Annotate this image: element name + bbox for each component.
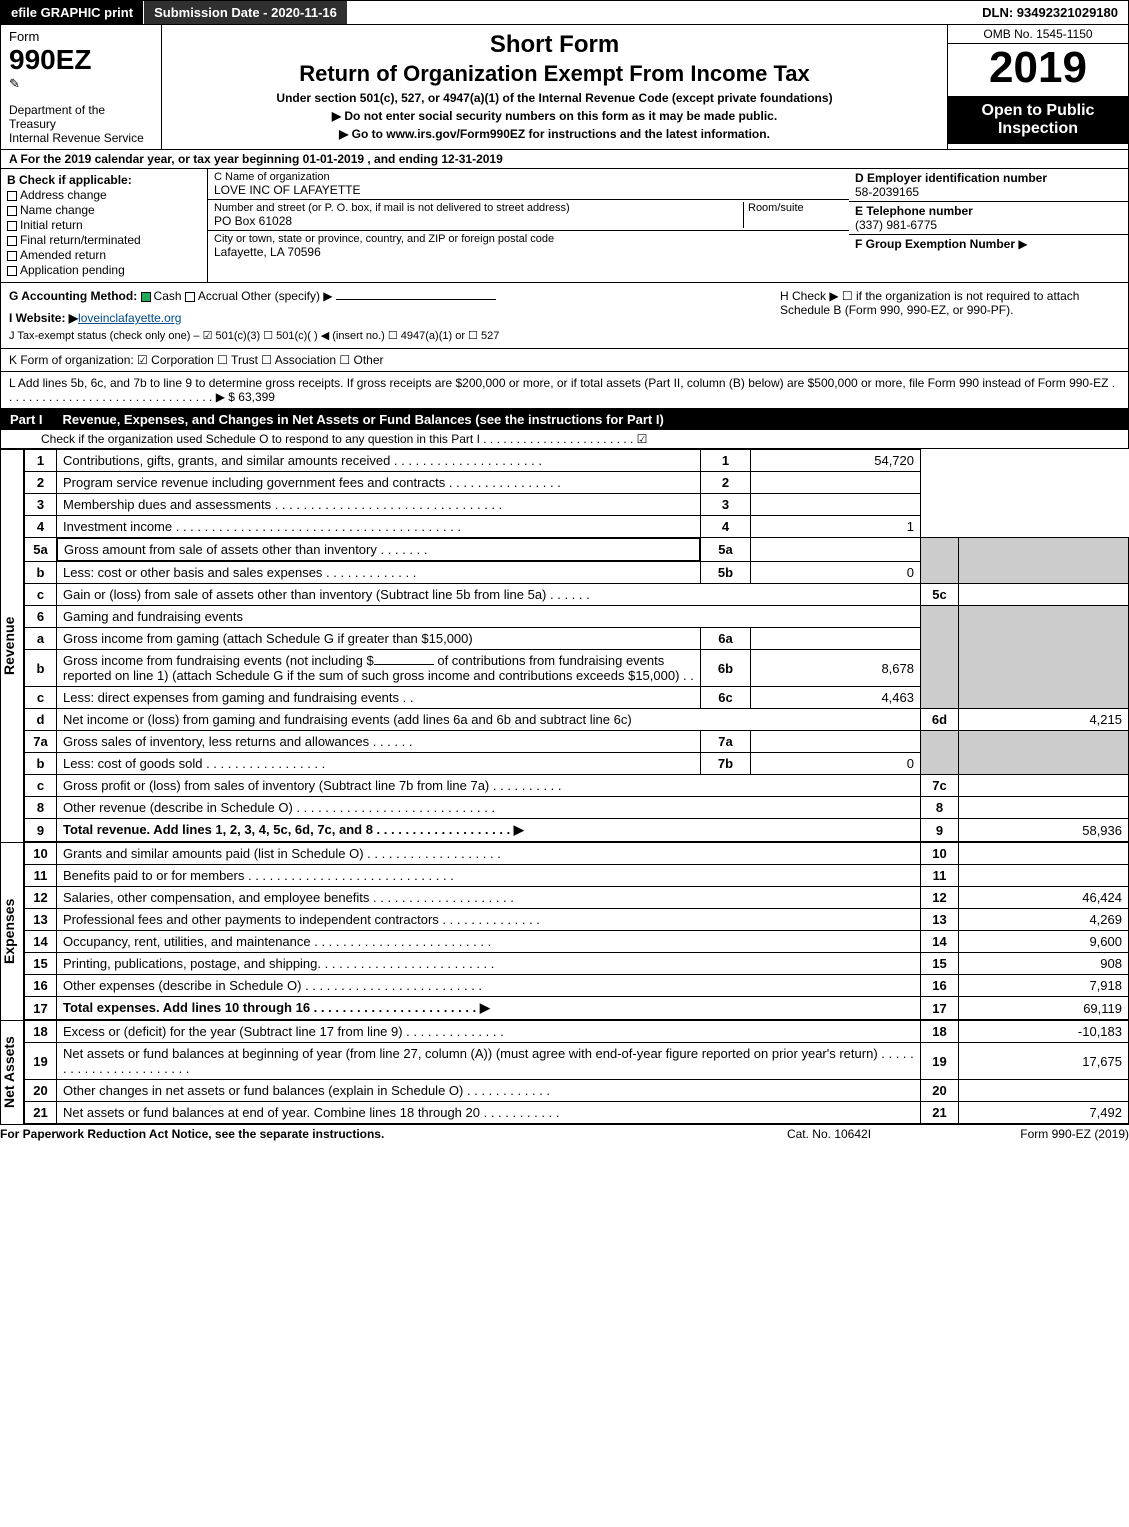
ein-label: D Employer identification number (855, 171, 1122, 185)
irs-label: Internal Revenue Service (9, 131, 153, 145)
net-assets-side-label: Net Assets (0, 1020, 24, 1124)
room-label: Room/suite (748, 202, 843, 214)
group-exemption-label: F Group Exemption Number (855, 237, 1015, 251)
part-1-check: Check if the organization used Schedule … (0, 430, 1129, 449)
box-d-e-f: D Employer identification number58-20391… (849, 169, 1129, 283)
expenses-side-label: Expenses (0, 842, 24, 1020)
tel-label: E Telephone number (855, 204, 1122, 218)
tax-year: 2019 (948, 44, 1128, 96)
ssn-warning: ▶ Do not enter social security numbers o… (172, 109, 937, 123)
submission-date: Submission Date - 2020-11-16 (144, 1, 347, 24)
title-return: Return of Organization Exempt From Incom… (172, 61, 937, 87)
cb-address-change[interactable]: Address change (20, 188, 107, 202)
open-to-public: Open to Public Inspection (948, 96, 1128, 144)
website-link[interactable]: loveinclafayette.org (78, 311, 181, 325)
top-bar: efile GRAPHIC print Submission Date - 20… (0, 0, 1129, 25)
omb-number: OMB No. 1545-1150 (948, 25, 1128, 44)
cb-name-change[interactable]: Name change (20, 203, 95, 217)
footer: For Paperwork Reduction Act Notice, see … (0, 1124, 1129, 1141)
box-b: B Check if applicable: Address change Na… (0, 169, 208, 283)
j-tax-exempt: J Tax-exempt status (check only one) – ☑… (9, 329, 780, 342)
goto-link[interactable]: ▶ Go to www.irs.gov/Form990EZ for instru… (172, 127, 937, 141)
g-cash[interactable]: Cash (154, 289, 182, 303)
city-label: City or town, state or province, country… (214, 233, 843, 245)
cat-no: Cat. No. 10642I (729, 1127, 929, 1141)
part-1-header: Part I Revenue, Expenses, and Changes in… (0, 409, 1129, 430)
dept-treasury: Department of the Treasury (9, 103, 153, 131)
revenue-side-label: Revenue (0, 449, 24, 842)
efile-icon: ✎ (9, 76, 153, 92)
efile-print-button[interactable]: efile GRAPHIC print (1, 1, 144, 24)
street-label: Number and street (or P. O. box, if mail… (214, 202, 743, 214)
i-label: I Website: ▶ (9, 311, 78, 325)
box-c: C Name of organizationLOVE INC OF LAFAYE… (208, 169, 849, 283)
g-label: G Accounting Method: (9, 289, 137, 303)
cb-final-return[interactable]: Final return/terminated (20, 233, 141, 247)
row-l: L Add lines 5b, 6c, and 7b to line 9 to … (0, 372, 1129, 409)
dln: DLN: 93492321029180 (972, 1, 1128, 24)
cb-application-pending[interactable]: Application pending (20, 263, 125, 277)
h-schedule-b: H Check ▶ ☐ if the organization is not r… (780, 289, 1120, 342)
g-accrual[interactable]: Accrual (198, 289, 238, 303)
form-number: 990EZ (9, 44, 153, 76)
cb-amended-return[interactable]: Amended return (20, 248, 106, 262)
row-k: K Form of organization: ☑ Corporation ☐ … (0, 349, 1129, 372)
ein: 58-2039165 (855, 185, 1122, 199)
form-header: Form 990EZ ✎ Department of the Treasury … (0, 25, 1129, 150)
title-short-form: Short Form (172, 31, 937, 59)
form-word: Form (9, 29, 153, 44)
row-g-h-i-j: G Accounting Method: Cash Accrual Other … (0, 283, 1129, 349)
net-assets-table: 18Excess or (deficit) for the year (Subt… (24, 1020, 1129, 1124)
city: Lafayette, LA 70596 (214, 245, 843, 259)
tel: (337) 981-6775 (855, 218, 1122, 232)
subtitle: Under section 501(c), 527, or 4947(a)(1)… (172, 91, 937, 105)
org-name-label: C Name of organization (214, 171, 843, 183)
g-other[interactable]: Other (specify) ▶ (241, 289, 332, 303)
part-1-tag: Part I (0, 409, 53, 430)
revenue-table: 1Contributions, gifts, grants, and simil… (24, 449, 1129, 842)
org-name: LOVE INC OF LAFAYETTE (214, 183, 843, 197)
paperwork-notice: For Paperwork Reduction Act Notice, see … (0, 1127, 729, 1141)
form-ref: Form 990-EZ (2019) (929, 1127, 1129, 1141)
part-1-title: Revenue, Expenses, and Changes in Net As… (53, 409, 674, 430)
box-b-label: B Check if applicable: (7, 173, 201, 187)
cb-initial-return[interactable]: Initial return (20, 218, 83, 232)
group-exemption-arrow: ▶ (1018, 237, 1027, 251)
street: PO Box 61028 (214, 214, 743, 228)
expenses-table: 10Grants and similar amounts paid (list … (24, 842, 1129, 1020)
section-a-tax-year: A For the 2019 calendar year, or tax yea… (0, 150, 1129, 169)
